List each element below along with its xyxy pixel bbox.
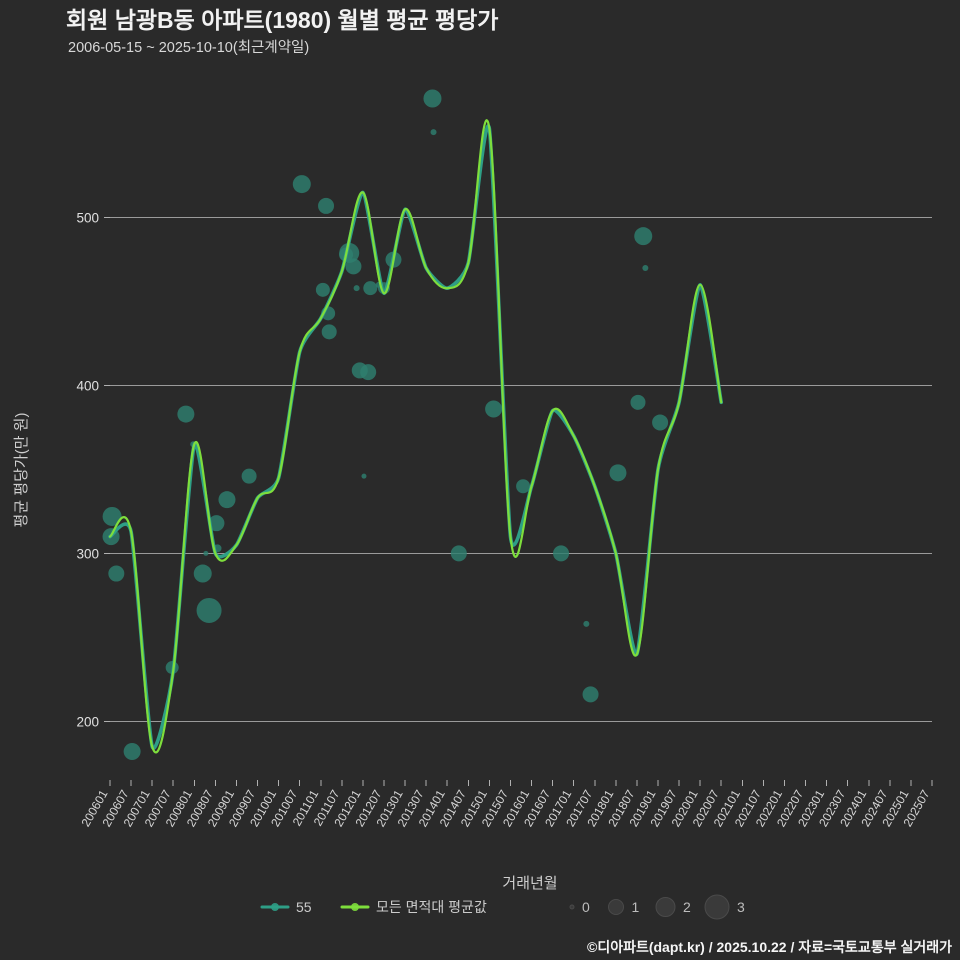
data-bubble (241, 468, 257, 484)
page-title: 회원 남광B동 아파트(1980) 월별 평균 평당가 (66, 7, 498, 33)
chart-subtitle: 2006-05-15 ~ 2025-10-10(최근계약일) (68, 39, 309, 56)
data-bubble (583, 620, 590, 627)
data-bubble (315, 282, 330, 297)
legend-marker-icon (271, 903, 279, 911)
data-bubble (193, 564, 212, 583)
data-bubble (123, 742, 141, 760)
data-bubble (423, 89, 442, 108)
data-bubble (102, 506, 122, 526)
legend-series-label[interactable]: 모든 면적대 평균값 (376, 899, 487, 915)
data-bubble (642, 265, 649, 272)
data-bubble (363, 281, 378, 296)
data-bubble (203, 550, 209, 556)
legend-size-swatch (569, 904, 575, 910)
data-bubble (634, 227, 653, 246)
legend-size-label: 1 (632, 899, 640, 915)
chart-legend: 55 모든 면적대 평균값 0 1 2 3 (260, 894, 745, 920)
legend-size-swatch (655, 897, 676, 917)
data-bubble (318, 197, 335, 214)
y-tick-label: 300 (76, 546, 99, 561)
data-bubble (652, 414, 669, 431)
legend-series-label[interactable]: 55 (296, 899, 312, 915)
data-bubble (553, 545, 570, 562)
data-bubble (430, 129, 437, 136)
data-bubble (345, 258, 362, 275)
data-bubble (196, 597, 222, 623)
data-bubble (108, 565, 125, 582)
legend-size-label: 2 (683, 899, 691, 915)
data-bubble (450, 545, 467, 562)
footer-credit: ©디아파트(dapt.kr) / 2025.10.22 / 자료=국토교통부 실… (587, 939, 952, 955)
data-bubble (177, 405, 195, 423)
data-bubble (353, 285, 360, 292)
x-axis-label: 거래년월 (502, 875, 557, 892)
legend-size-label: 3 (737, 899, 745, 915)
y-axis-label: 평균 평당가(만 원) (13, 413, 30, 528)
legend-marker-icon (351, 903, 359, 911)
data-bubble (485, 400, 503, 418)
data-bubble (516, 479, 531, 494)
data-bubble (218, 491, 236, 509)
data-bubble (208, 515, 225, 532)
data-bubble (321, 324, 337, 340)
y-tick-label: 200 (76, 714, 99, 729)
legend-size-label: 0 (582, 899, 590, 915)
y-tick-label: 500 (76, 211, 99, 226)
legend-size-swatch (704, 894, 730, 920)
y-tick-label: 400 (76, 379, 99, 394)
data-bubble (582, 686, 599, 703)
series-line-average (108, 119, 723, 754)
data-bubble (630, 394, 646, 410)
data-bubble (292, 175, 311, 194)
data-bubble (361, 473, 367, 479)
data-bubble (609, 464, 627, 482)
legend-size-swatch (608, 899, 624, 915)
data-bubble (360, 364, 377, 381)
